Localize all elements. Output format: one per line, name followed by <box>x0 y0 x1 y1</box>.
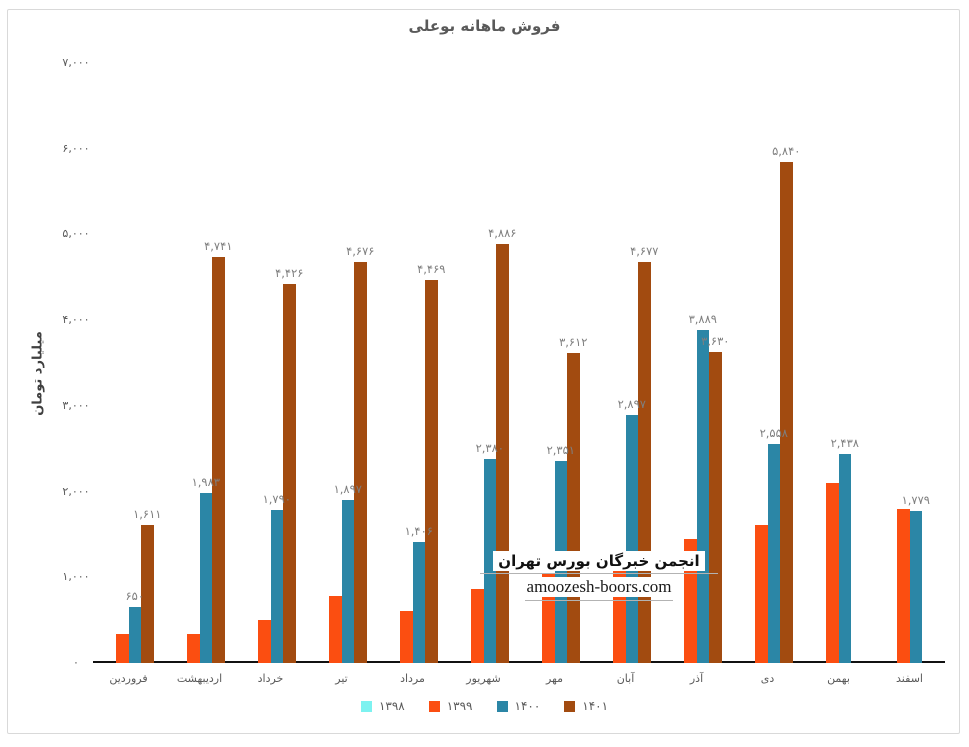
bar-value-label-series2-month5: ۲,۳۸۰ <box>475 441 504 455</box>
month-label-0: فروردین <box>109 672 148 685</box>
y-tick-label-0: ۰ <box>73 656 79 669</box>
legend-item-3: ۱۴۰۱ <box>564 699 608 713</box>
bar-series3-month8 <box>709 351 722 663</box>
bar-value-label-series2-month4: ۱,۴۰۶ <box>404 524 433 539</box>
month-label-8: آذر <box>689 672 704 685</box>
month-label-5: شهریور <box>466 672 501 685</box>
legend-swatch-icon <box>428 700 440 712</box>
bar-value-label-series2-month8: ۳,۸۸۹ <box>688 311 717 326</box>
bar-series3-month0 <box>141 524 154 663</box>
y-tick-label-5000: ۵,۰۰۰ <box>62 227 90 241</box>
bar-series2-month7 <box>625 414 638 663</box>
bar-value-label-series2-month7: ۲,۸۹۷ <box>617 396 646 411</box>
bar-value-label-series3-month2: ۴,۴۲۶ <box>275 265 304 280</box>
bar-series2-month11 <box>909 510 922 663</box>
x-axis-line <box>93 661 945 663</box>
month-label-7: آبان <box>616 672 635 685</box>
legend-item-1: ۱۳۹۹ <box>428 699 473 713</box>
bar-value-label-series3-month1: ۴,۷۴۱ <box>204 238 233 253</box>
bar-series1-month4 <box>400 610 413 663</box>
bar-value-label-series2-month11: ۱,۷۷۹ <box>901 492 930 507</box>
legend-item-2: ۱۴۰۰ <box>496 699 541 713</box>
y-tick-label-2000: ۲,۰۰۰ <box>62 484 90 498</box>
watermark-divider-bottom <box>525 600 673 601</box>
bar-series3-month7 <box>638 262 651 663</box>
y-tick-label-4000: ۴,۰۰۰ <box>62 313 90 327</box>
bar-series2-month2 <box>270 509 283 663</box>
bar-series1-month1 <box>187 634 200 663</box>
bar-value-label-series2-month1: ۱,۹۸۳ <box>191 475 220 490</box>
legend-swatch-icon <box>360 700 372 712</box>
chart-title: فروش ماهانه بوعلی <box>408 17 561 35</box>
bar-series1-month0 <box>116 633 129 663</box>
bar-value-label-series3-month0: ۱,۶۱۱ <box>133 506 162 521</box>
bar-series1-month10 <box>826 483 839 663</box>
bar-value-label-series2-month0: ۶۵۰ <box>125 589 145 604</box>
legend-label: ۱۳۹۸ <box>378 699 405 713</box>
bar-series3-month2 <box>283 283 296 663</box>
bar-series2-month1 <box>199 493 212 663</box>
bar-series3-month3 <box>354 262 367 663</box>
month-label-6: مهر <box>545 672 564 685</box>
bar-series2-month4 <box>412 542 425 663</box>
watermark-divider-top <box>480 573 718 574</box>
month-label-10: بهمن <box>827 672 850 685</box>
bar-value-label-series3-month6: ۳,۶۱۲ <box>559 335 588 350</box>
bar-series3-month6 <box>567 353 580 663</box>
bar-value-label-series3-month4: ۴,۴۶۹ <box>417 261 446 276</box>
bar-series3-month4 <box>425 279 438 663</box>
bar-series2-month3 <box>341 500 354 663</box>
bar-value-label-series2-month3: ۱,۸۹۷ <box>333 482 362 497</box>
bar-series1-month3 <box>329 596 342 663</box>
bar-series2-month9 <box>767 443 780 663</box>
y-tick-label-1000: ۱,۰۰۰ <box>62 570 90 584</box>
bar-series3-month1 <box>212 256 225 663</box>
bar-value-label-series3-month8: ۳,۶۳۰ <box>701 333 730 348</box>
y-tick-label-3000: ۳,۰۰۰ <box>62 398 90 412</box>
legend-swatch-icon <box>496 700 508 712</box>
y-tick-label-6000: ۶,۰۰۰ <box>62 141 90 155</box>
bar-series2-month5 <box>483 459 496 663</box>
month-label-1: اردیبهشت <box>176 672 223 685</box>
bar-series1-month2 <box>258 620 271 663</box>
bar-value-label-series2-month9: ۲,۵۵۸ <box>759 425 788 440</box>
watermark-domain: amoozesh-boors.com <box>520 577 678 597</box>
legend-swatch-icon <box>564 700 576 712</box>
legend-label: ۱۴۰۰ <box>514 699 541 713</box>
bar-series2-month10 <box>838 454 851 663</box>
bar-value-label-series3-month3: ۴,۶۷۶ <box>346 244 375 259</box>
bar-value-label-series3-month7: ۴,۶۷۷ <box>630 244 659 259</box>
watermark-title: انجمن خبرگان بورس تهران <box>493 551 705 571</box>
month-label-2: خرداد <box>257 672 284 685</box>
bar-value-label-series2-month6: ۲,۳۵۱ <box>546 443 575 458</box>
month-label-3: تیر <box>335 672 348 685</box>
legend-label: ۱۴۰۱ <box>582 699 609 713</box>
bar-value-label-series3-month5: ۴,۸۸۶ <box>488 226 517 241</box>
watermark: انجمن خبرگان بورس تهران amoozesh-boors.c… <box>480 551 718 601</box>
legend-label: ۱۳۹۹ <box>446 699 473 713</box>
y-tick-label-7000: ۷,۰۰۰ <box>62 56 90 69</box>
bar-series1-month9 <box>755 525 768 663</box>
legend-item-0: ۱۳۹۸ <box>360 699 405 713</box>
bar-series2-month0 <box>128 607 141 663</box>
bar-value-label-series2-month2: ۱,۷۹۰ <box>262 491 291 506</box>
month-label-11: اسفند <box>896 672 923 685</box>
month-label-4: مرداد <box>400 672 425 685</box>
bar-series2-month8 <box>696 329 709 663</box>
legend: ۱۳۹۸ ۱۳۹۹ ۱۴۰۰ ۱۴۰۱ <box>0 699 969 713</box>
bar-series1-month5 <box>471 589 484 663</box>
bar-series1-month11 <box>897 508 910 663</box>
bar-value-label-series3-month9: ۵,۸۴۰ <box>772 144 801 159</box>
month-label-9: دی <box>760 672 775 685</box>
bar-value-label-series2-month10: ۲,۴۳۸ <box>830 436 859 451</box>
bar-series3-month9 <box>780 162 793 663</box>
